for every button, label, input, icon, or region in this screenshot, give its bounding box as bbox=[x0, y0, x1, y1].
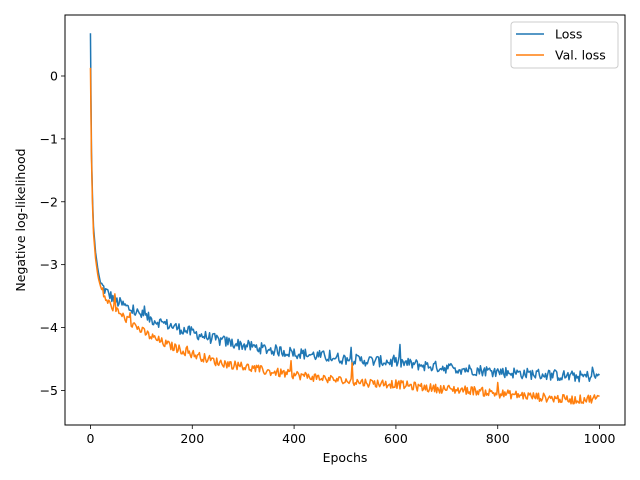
x-tick-label: 0 bbox=[86, 431, 94, 446]
x-axis-label: Epochs bbox=[323, 450, 368, 465]
x-tick-label: 1000 bbox=[584, 431, 616, 446]
plot-area bbox=[64, 14, 626, 426]
y-tick-label: −2 bbox=[40, 194, 58, 209]
y-tick-label: 0 bbox=[50, 68, 58, 83]
series-line-val-loss bbox=[89, 67, 600, 405]
y-axis-ticks: 0 −1 −2 −3 −4 −5 bbox=[40, 68, 65, 398]
y-tick-label: −4 bbox=[40, 320, 58, 335]
y-tick-label: −3 bbox=[40, 257, 58, 272]
x-axis-ticks: 0 200 400 600 800 1000 bbox=[86, 425, 615, 446]
series-layer bbox=[89, 33, 600, 405]
x-tick-label: 400 bbox=[282, 431, 306, 446]
y-tick-label: −5 bbox=[40, 383, 58, 398]
y-tick-label: −1 bbox=[40, 131, 58, 146]
series-line-loss bbox=[89, 33, 600, 383]
legend: Loss Val. loss bbox=[510, 21, 619, 69]
plot-frame bbox=[64, 14, 626, 426]
x-tick-label: 600 bbox=[384, 431, 408, 446]
legend-label-val-loss: Val. loss bbox=[555, 48, 606, 63]
x-tick-label: 200 bbox=[180, 431, 204, 446]
legend-label-loss: Loss bbox=[555, 27, 582, 42]
x-tick-label: 800 bbox=[486, 431, 510, 446]
y-axis-label: Negative log-likelihood bbox=[13, 148, 28, 291]
